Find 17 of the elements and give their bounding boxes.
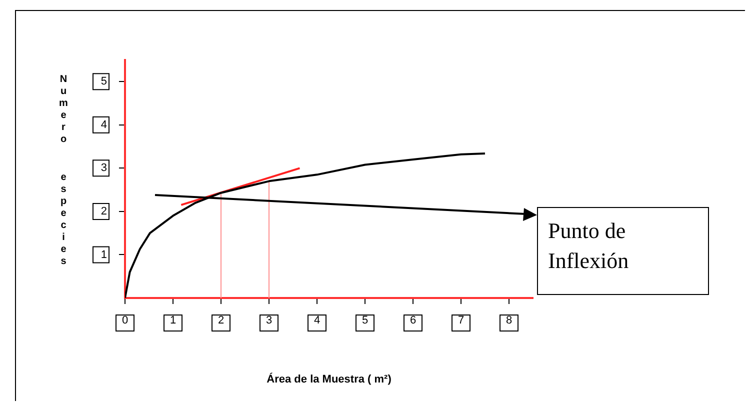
- y-tick-label: 2: [100, 205, 107, 218]
- x-tick-label: 6: [410, 314, 416, 327]
- x-tick-label: 4: [314, 314, 320, 327]
- y-tick-label: 5: [100, 76, 107, 88]
- x-tick-label: 5: [362, 314, 368, 327]
- y-tick-label: 4: [100, 118, 107, 131]
- x-tick-label: 7: [458, 314, 464, 327]
- text: Punto de Inflexión: [537, 207, 709, 295]
- x-tick-label: 1: [170, 314, 176, 327]
- x-axis-title: Área de la Muestra ( m²): [266, 372, 392, 386]
- x-tick-label: 0: [122, 314, 128, 327]
- y-axis-title: Numero especies: [58, 74, 69, 268]
- x-tick-label: 2: [218, 314, 224, 327]
- y-tick-label: 1: [100, 248, 107, 261]
- x-tick-label: 8: [506, 314, 512, 327]
- x-tick-label: 3: [266, 314, 272, 327]
- y-tick-label: 3: [100, 162, 107, 174]
